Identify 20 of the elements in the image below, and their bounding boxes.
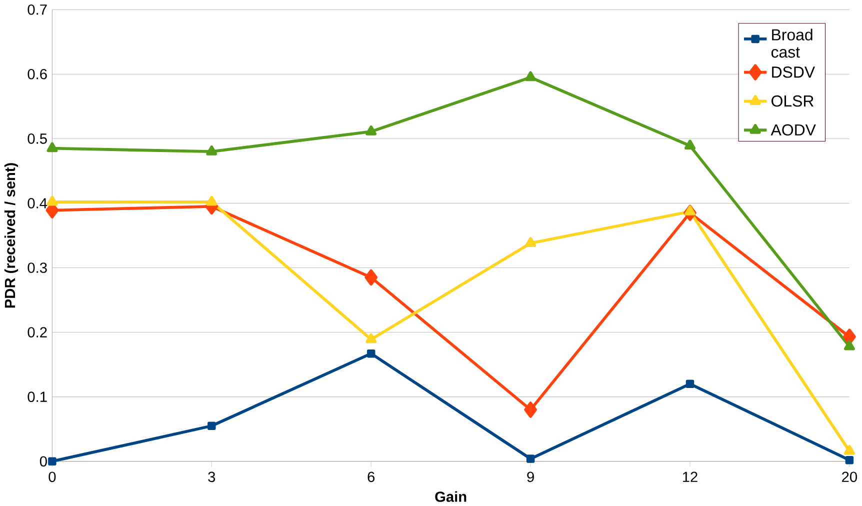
legend-label: Broad cast [771, 28, 812, 58]
legend-label: OLSR [772, 95, 814, 106]
y-tick-label: 0.2 [28, 326, 47, 338]
y-tick-label: 0.6 [28, 68, 47, 80]
y-axis-title: PDR (received / sent) [4, 162, 18, 308]
x-tick-label: 12 [682, 472, 698, 482]
x-axis-title: Gain [435, 491, 466, 502]
y-tick-label: 0 [40, 456, 47, 466]
x-tick-label: 9 [527, 472, 534, 482]
y-tick-label: 0.4 [28, 198, 48, 208]
y-tick-label: 0.7 [28, 4, 47, 15]
y-tick-label: 0.1 [28, 391, 47, 402]
x-tick-label: 3 [208, 472, 216, 482]
y-tick-label: 0.5 [28, 133, 47, 144]
legend-label: DSDV [772, 66, 816, 78]
x-tick-label: 20 [842, 472, 857, 482]
y-tick-label: 0.3 [28, 262, 47, 273]
x-tick-label: 6 [368, 472, 375, 482]
legend-label: AODV [770, 124, 816, 136]
x-tick-label: 0 [48, 472, 56, 482]
